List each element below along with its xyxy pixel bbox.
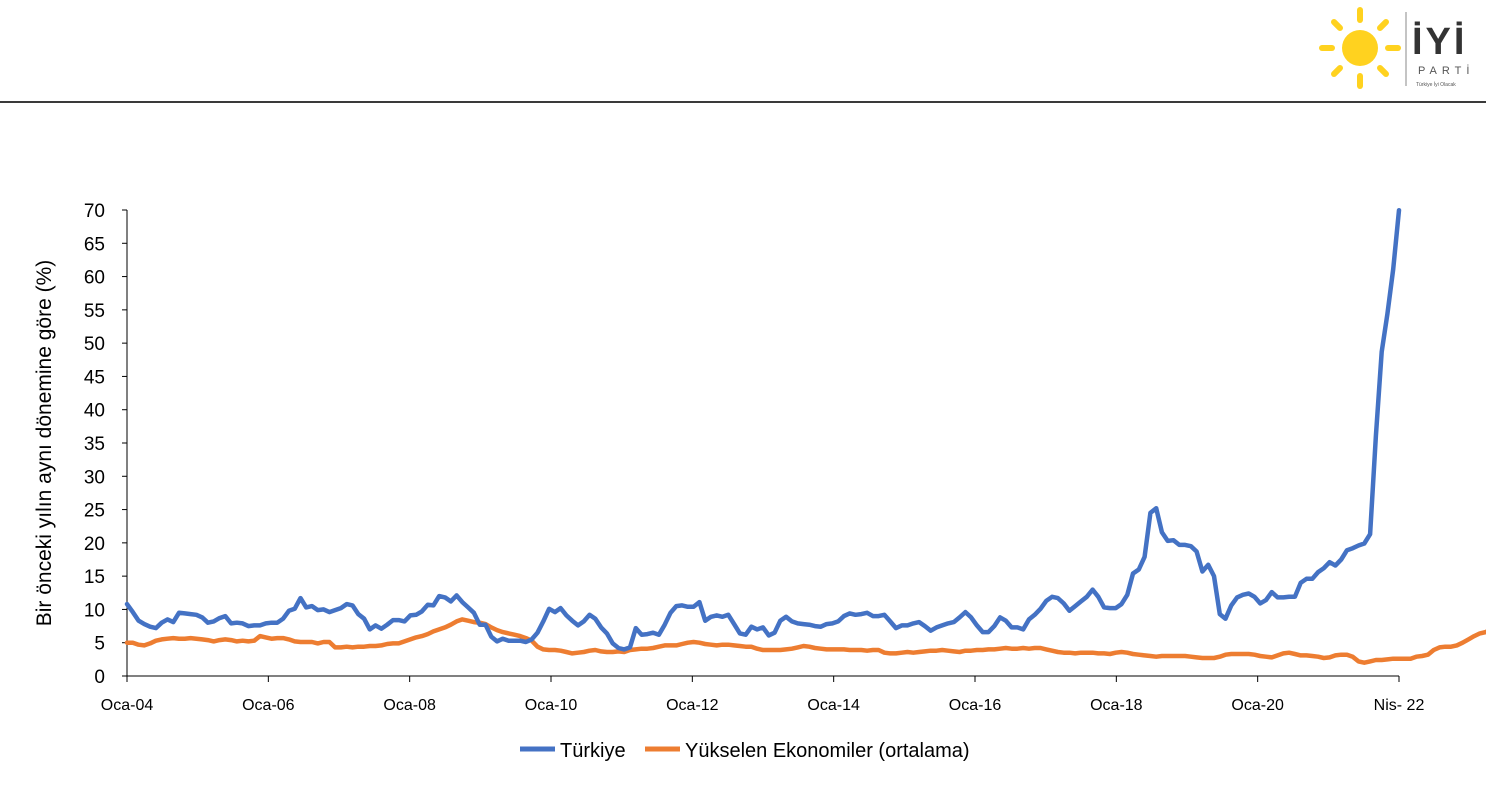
- y-tick-label: 55: [84, 301, 105, 322]
- y-tick-label: 15: [84, 567, 105, 588]
- y-axis: 0 5 10 15 20 25 30 35 40 45 50 55 60 65 70: [84, 201, 128, 688]
- y-tick-label: 35: [84, 434, 105, 455]
- sun-icon: [1319, 7, 1401, 89]
- x-tick-label: Oca-18: [1090, 697, 1143, 714]
- y-tick-label: 70: [84, 201, 105, 222]
- legend-label-turkiye: Türkiye: [560, 740, 626, 762]
- y-tick-label: 0: [94, 667, 105, 688]
- x-tick-label: Oca-16: [949, 697, 1002, 714]
- x-tick-label: Oca-10: [525, 697, 578, 714]
- header-divider: [0, 101, 1486, 103]
- y-tick-label: 30: [84, 467, 105, 488]
- y-tick-label: 45: [84, 367, 105, 388]
- y-tick-label: 25: [84, 501, 105, 522]
- x-axis: Oca-04 Oca-06 Oca-08 Oca-10 Oca-12 Oca-14 Oca-…: [101, 675, 1425, 714]
- series-line-turkiye: [124, 207, 1402, 652]
- y-axis-label: Bir önceki yılın aynı dönemine göre (%): [33, 260, 56, 627]
- y-tick-label: 40: [84, 401, 105, 422]
- legend-label-emerging: Yükselen Ekonomiler (ortalama): [685, 740, 970, 762]
- x-tick-label: Oca-20: [1231, 697, 1284, 714]
- logo-sub: PARTİ: [1418, 64, 1474, 77]
- iyi-parti-logo: İYİ PARTİ Türkiye İyi Olacak: [1319, 7, 1474, 89]
- legend: Türkiye Yükselen Ekonomiler (ortalama): [520, 740, 970, 762]
- logo-wordmark: İYİ: [1412, 21, 1467, 63]
- x-tick-label: Oca-12: [666, 697, 719, 714]
- x-tick-label: Nis- 22: [1374, 697, 1425, 714]
- y-tick-label: 50: [84, 334, 105, 355]
- logo-tagline: Türkiye İyi Olacak: [1416, 81, 1456, 88]
- y-tick-label: 60: [84, 268, 105, 289]
- y-tick-label: 5: [94, 634, 105, 655]
- x-tick-label: Oca-04: [101, 697, 154, 714]
- x-tick-label: Oca-08: [383, 697, 436, 714]
- x-tick-label: Oca-06: [242, 697, 295, 714]
- x-tick-label: Oca-14: [807, 697, 860, 714]
- series-line-emerging: [124, 617, 1486, 665]
- y-tick-label: 65: [84, 234, 105, 255]
- series-layer: [124, 207, 1486, 665]
- y-tick-label: 10: [84, 600, 105, 621]
- y-tick-label: 20: [84, 534, 105, 555]
